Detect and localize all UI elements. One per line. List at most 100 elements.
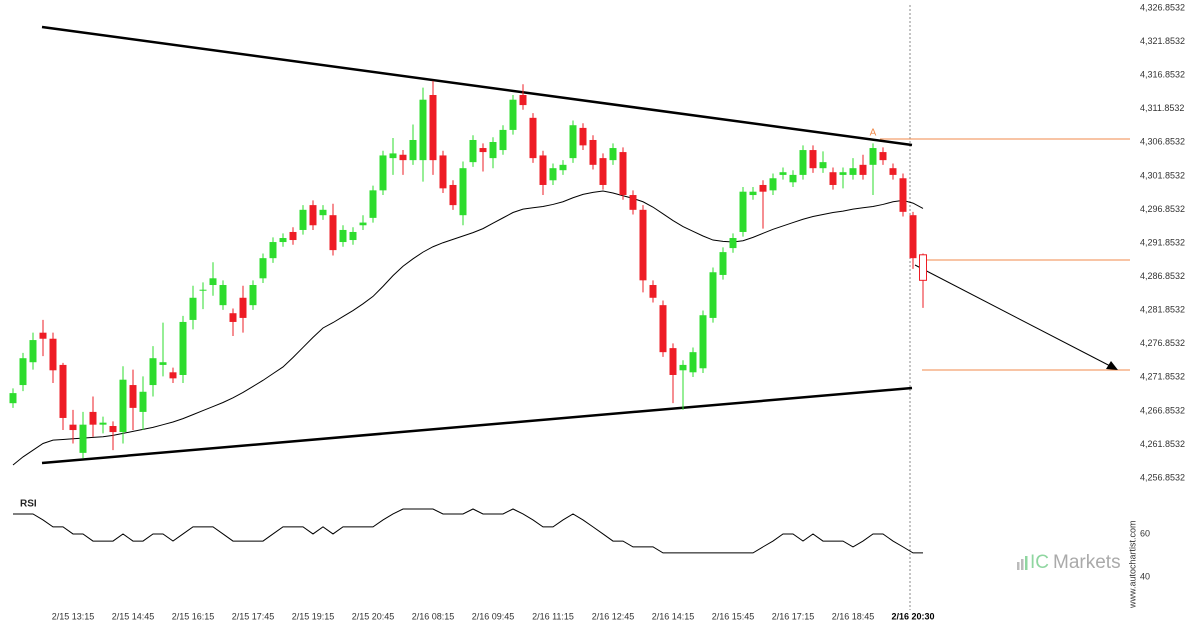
- y-tick-label: 4,321.8532: [1140, 36, 1185, 46]
- candle-body: [309, 205, 317, 226]
- candle-body: [449, 184, 457, 206]
- x-tick-label: 2/16 12:45: [592, 611, 635, 621]
- candle-body: [259, 258, 267, 279]
- candle-body: [109, 426, 117, 433]
- upper-trendline: [41, 25, 913, 147]
- logo-bar: [1021, 559, 1024, 570]
- candle-body: [369, 190, 377, 218]
- candle-body: [319, 209, 327, 216]
- x-tick-label: 2/15 20:45: [352, 611, 395, 621]
- candle-body: [539, 155, 547, 185]
- candle-body: [379, 155, 387, 191]
- moving-average: [12, 190, 924, 466]
- source: www.autochartist.com: [1127, 520, 1137, 609]
- candle-body: [249, 285, 257, 306]
- x-tick-label: 2/15 19:15: [292, 611, 335, 621]
- y-tick-label: 4,276.8532: [1140, 338, 1185, 348]
- candle-body: [19, 358, 27, 386]
- candle-body: [149, 358, 157, 386]
- candle-body: [199, 289, 207, 291]
- candle-body: [229, 313, 237, 322]
- candle-body: [459, 168, 467, 216]
- candle-body: [619, 152, 627, 196]
- candle-body: [489, 142, 497, 159]
- candle-body: [159, 362, 167, 365]
- x-tick-label: 2/16 20:30: [891, 611, 934, 621]
- candle-body: [389, 153, 397, 159]
- candle-body: [209, 278, 217, 286]
- candle-body: [479, 148, 487, 153]
- rsi-tick-label: 60: [1140, 528, 1150, 538]
- candle-body: [809, 150, 817, 169]
- x-tick-label: 2/16 08:15: [412, 611, 455, 621]
- candle-body: [719, 252, 727, 275]
- candle-body: [769, 178, 777, 191]
- candle-body: [829, 172, 837, 185]
- candle-body: [519, 95, 527, 106]
- candle-body: [219, 285, 227, 306]
- candle-body: [569, 125, 577, 159]
- candle-body: [79, 424, 87, 453]
- candle-body: [589, 139, 597, 165]
- candle-body: [9, 393, 17, 404]
- candle-body: [129, 385, 137, 408]
- candle-body: [279, 238, 287, 243]
- candle-body: [779, 172, 787, 175]
- candle-body: [429, 95, 437, 161]
- y-tick-label: 4,281.8532: [1140, 305, 1185, 315]
- candle-body: [179, 321, 187, 375]
- candle-body: [849, 168, 857, 175]
- candle-body: [799, 150, 807, 175]
- candle-body: [349, 231, 357, 241]
- forecast-arrow: [914, 264, 1117, 370]
- candle-body: [609, 148, 617, 161]
- y-tick-label: 4,286.8532: [1140, 271, 1185, 281]
- candle-body: [709, 272, 717, 318]
- y-tick-label: 4,301.8532: [1140, 170, 1185, 180]
- candle-body: [679, 364, 687, 371]
- logo-prefix: IC: [1030, 552, 1049, 573]
- x-tick-label: 2/16 11:15: [532, 611, 574, 621]
- candle-body: [169, 372, 177, 379]
- candle-body: [819, 162, 827, 169]
- candle-body: [559, 164, 567, 171]
- x-tick-label: 2/16 15:45: [712, 611, 755, 621]
- pattern-label: A: [870, 128, 877, 139]
- candle-body: [669, 348, 677, 375]
- rsi-line: [13, 508, 923, 554]
- candle-body: [699, 315, 707, 369]
- lower-trendline: [41, 386, 913, 465]
- candle-body: [59, 364, 67, 418]
- x-tick-label: 2/15 14:45: [112, 611, 155, 621]
- x-tick-label: 2/16 14:15: [652, 611, 695, 621]
- y-tick-label: 4,256.8532: [1140, 472, 1185, 482]
- candle-body: [659, 305, 667, 353]
- candle-body: [689, 352, 697, 373]
- candle-body: [29, 340, 37, 363]
- candle-body: [339, 229, 347, 243]
- logo-bar: [1017, 562, 1020, 570]
- candle-body: [879, 152, 887, 161]
- logo: IC Markets: [1017, 552, 1121, 573]
- candle-body: [549, 168, 557, 181]
- y-tick-label: 4,326.8532: [1140, 2, 1185, 12]
- candle-body: [499, 129, 507, 151]
- candle-body: [599, 158, 607, 185]
- candle-body: [69, 424, 77, 431]
- logo-name: Markets: [1053, 552, 1121, 573]
- logo-bar: [1025, 556, 1028, 570]
- candle-body: [269, 242, 277, 259]
- candle-body: [99, 422, 107, 425]
- y-tick-label: 4,296.8532: [1140, 204, 1185, 214]
- x-tick-label: 2/15 13:15: [52, 611, 95, 621]
- candle-body: [469, 139, 477, 163]
- y-tick-label: 4,271.8532: [1140, 372, 1185, 382]
- candle-body: [749, 191, 757, 196]
- x-tick-highlight: [886, 611, 940, 624]
- x-tick-label: 2/15 17:45: [232, 611, 275, 621]
- x-tick-label: 2/15 16:15: [172, 611, 215, 621]
- y-tick-label: 4,316.8532: [1140, 70, 1185, 80]
- candle-body: [529, 117, 537, 159]
- candle-body: [439, 155, 447, 189]
